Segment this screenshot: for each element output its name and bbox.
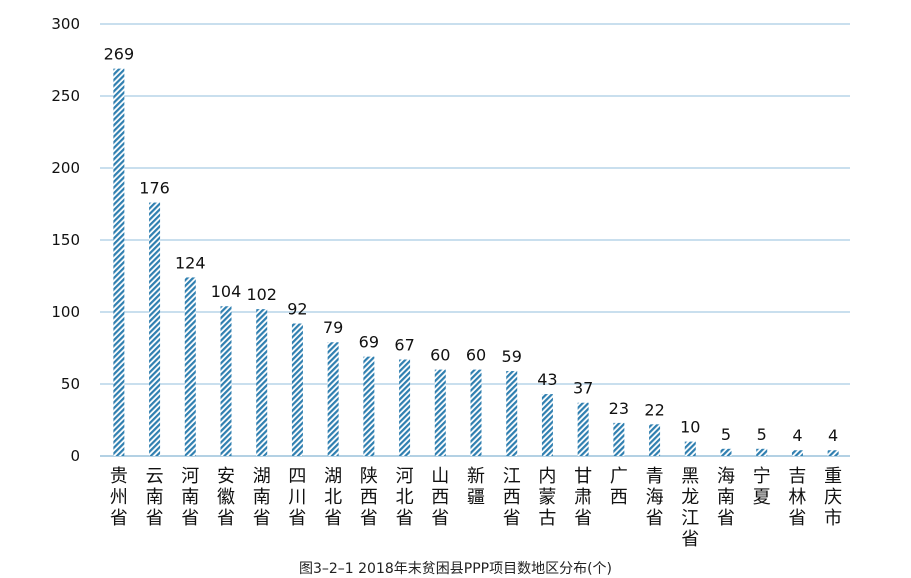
category-label: 河南省 — [181, 466, 199, 529]
y-tick-label: 250 — [51, 87, 80, 105]
category-labels: 贵州省云南省河南省安徽省湖南省四川省湖北省陕西省河北省山西省新疆江西省内蒙古甘肃… — [110, 466, 842, 550]
bar — [363, 356, 375, 456]
bar — [291, 323, 303, 456]
category-label: 新疆 — [467, 466, 485, 508]
y-tick-label: 200 — [51, 159, 80, 177]
data-label: 23 — [609, 399, 629, 418]
category-label: 云南省 — [146, 466, 164, 529]
category-label: 安徽省 — [217, 466, 235, 529]
bar — [577, 402, 589, 456]
y-tick-label: 100 — [51, 303, 80, 321]
data-label: 102 — [246, 285, 277, 304]
y-tick-label: 0 — [70, 447, 80, 465]
bar — [399, 359, 411, 456]
data-label: 5 — [757, 425, 767, 444]
category-label: 吉林省 — [788, 466, 806, 529]
figure-caption: 图3–2–1 2018年末贫困县PPP项目数地区分布(个) — [298, 561, 613, 577]
category-label: 广西 — [610, 466, 628, 508]
data-label: 67 — [394, 336, 414, 355]
bar — [149, 202, 161, 456]
bar — [720, 448, 732, 456]
data-label: 4 — [792, 426, 802, 445]
data-label: 69 — [359, 333, 379, 352]
y-tick-label: 150 — [51, 231, 80, 249]
bar — [684, 441, 696, 456]
bar — [827, 450, 839, 456]
bar — [470, 369, 482, 456]
bar — [613, 422, 625, 456]
data-label: 60 — [430, 346, 450, 365]
y-tick-label: 300 — [51, 15, 80, 33]
category-label: 陕西省 — [360, 466, 378, 529]
data-label: 176 — [139, 179, 170, 198]
bar — [113, 68, 125, 456]
category-label: 贵州省 — [110, 466, 128, 529]
data-label: 43 — [537, 370, 557, 389]
bar — [184, 277, 196, 456]
bar — [327, 342, 339, 456]
bar — [541, 394, 553, 456]
data-label: 104 — [211, 282, 242, 301]
data-label: 5 — [721, 425, 731, 444]
data-label: 60 — [466, 346, 486, 365]
data-label: 37 — [573, 379, 593, 398]
category-label: 湖南省 — [253, 466, 271, 529]
category-label: 黑龙江省 — [681, 466, 699, 550]
category-label: 湖北省 — [324, 466, 342, 529]
bar — [434, 369, 446, 456]
y-axis-ticks: 0 50 100 150 200 250 300 — [51, 15, 80, 465]
data-label: 124 — [175, 253, 206, 272]
category-label: 河北省 — [396, 466, 414, 529]
data-label: 79 — [323, 318, 343, 337]
category-label: 江西省 — [503, 466, 521, 529]
category-label: 宁夏 — [753, 466, 771, 508]
category-label: 青海省 — [646, 466, 664, 529]
category-label: 海南省 — [717, 466, 735, 529]
bars — [113, 68, 839, 456]
category-label: 重庆市 — [824, 466, 842, 529]
data-label: 22 — [644, 400, 664, 419]
y-tick-label: 50 — [61, 375, 80, 393]
data-label: 4 — [828, 426, 838, 445]
category-label: 甘肃省 — [574, 466, 592, 529]
bar — [791, 450, 803, 456]
data-label: 269 — [104, 45, 135, 64]
data-label: 10 — [680, 418, 700, 437]
bar — [506, 371, 518, 456]
bar — [220, 306, 232, 456]
data-label: 92 — [287, 300, 307, 319]
data-labels: 269 176 124 104 102 92 79 69 67 60 60 59 43 37 23 22 10 5… — [104, 45, 839, 446]
data-label: 59 — [502, 347, 522, 366]
bar — [649, 424, 661, 456]
bar — [756, 448, 768, 456]
category-label: 四川省 — [288, 466, 306, 529]
category-label: 山西省 — [431, 466, 449, 529]
category-label: 内蒙古 — [538, 466, 556, 529]
bar — [256, 309, 268, 456]
